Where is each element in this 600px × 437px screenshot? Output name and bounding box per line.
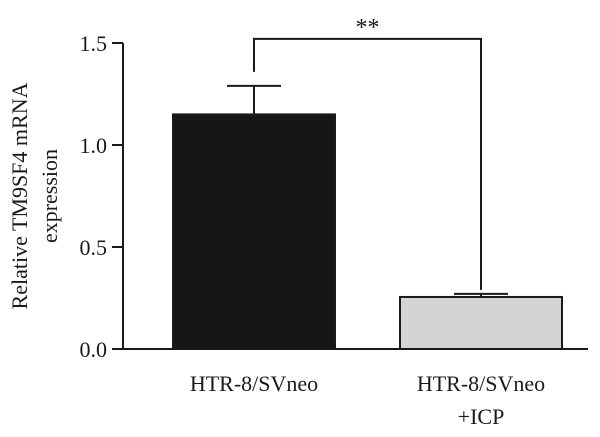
- x-tick-label: HTR-8/SVneo: [417, 371, 545, 396]
- error-bars: [227, 84, 508, 297]
- y-tick-label: 1.5: [80, 31, 108, 56]
- y-axis-title-line: expression: [37, 149, 62, 243]
- y-axis-title: Relative TM9SF4 mRNA expression: [7, 82, 62, 309]
- bar: [172, 113, 336, 351]
- bars: [172, 113, 563, 351]
- y-tick-label: 0.5: [80, 235, 108, 260]
- y-axis-title-line: Relative TM9SF4 mRNA: [7, 82, 32, 309]
- bar: [399, 295, 563, 351]
- significance-bracket: **: [253, 15, 482, 290]
- x-tick-label: HTR-8/SVneo: [190, 371, 318, 396]
- y-tick-label: 0.0: [80, 337, 108, 362]
- y-tick-label: 1.0: [80, 133, 108, 158]
- x-axis-labels: HTR-8/SVneo HTR-8/SVneo +ICP: [190, 371, 545, 429]
- significance-label: **: [356, 15, 380, 41]
- x-tick-label: +ICP: [458, 404, 505, 429]
